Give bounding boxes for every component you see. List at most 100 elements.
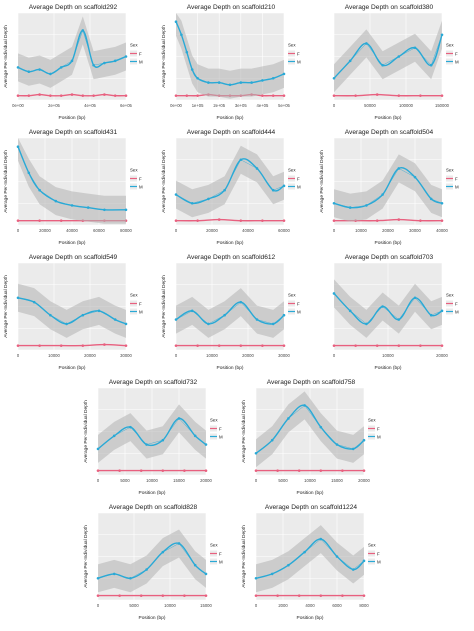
data-point-F xyxy=(118,469,121,472)
data-point-M xyxy=(239,81,243,84)
x-tick-label: 50000 xyxy=(364,103,376,108)
x-tick-label: 60000 xyxy=(278,228,290,233)
data-point-F xyxy=(59,344,63,347)
smooth-line-M xyxy=(17,297,127,325)
data-point-M xyxy=(335,555,339,558)
data-point-F xyxy=(341,469,344,472)
data-point-M xyxy=(54,199,58,203)
data-point-M xyxy=(365,204,368,207)
data-point-F xyxy=(282,219,286,222)
chart-panel-1: Average Depth on scaffold292 0e+00 2e+05 4e… xyxy=(3,4,143,121)
chart-title: Average Depth on scaffold1224 xyxy=(265,504,357,511)
smooth-line-F xyxy=(175,218,284,222)
x-tick-label: 10000 xyxy=(355,228,367,233)
legend-label: M xyxy=(139,185,143,190)
legend-title: Sex xyxy=(446,168,454,173)
y-axis-label: Average Per-Individual Depth xyxy=(83,400,89,463)
data-point-M xyxy=(190,68,194,71)
data-point-F xyxy=(139,469,143,472)
data-point-M xyxy=(271,76,275,80)
data-point-M xyxy=(282,313,286,317)
x-tick-label: 5000 xyxy=(120,478,130,483)
data-point-F xyxy=(440,344,444,347)
data-point-M xyxy=(81,29,85,32)
data-point-M xyxy=(196,76,199,80)
data-point-M xyxy=(282,184,286,188)
x-axis-label: Position (bp) xyxy=(297,490,324,496)
data-point-M xyxy=(174,193,178,196)
legend-label: F xyxy=(377,427,380,432)
data-point-F xyxy=(185,94,189,97)
legend-title: Sex xyxy=(130,168,138,173)
data-point-M xyxy=(204,572,208,576)
data-point-M xyxy=(287,417,290,420)
y-axis-label: Average Per-Individual Depth xyxy=(241,400,247,463)
data-point-F xyxy=(161,469,165,472)
data-point-F xyxy=(217,344,221,347)
data-point-M xyxy=(429,197,433,201)
data-point-F xyxy=(118,594,121,597)
data-point-F xyxy=(419,344,422,347)
data-point-M xyxy=(381,305,384,308)
y-axis-label: Average Per-Individual Depth xyxy=(3,150,9,213)
data-point-M xyxy=(223,313,226,317)
x-tick-label: 150000 xyxy=(435,103,450,108)
x-tick-label: 30000 xyxy=(409,228,421,233)
data-point-M xyxy=(332,201,336,205)
data-point-F xyxy=(375,219,379,222)
data-point-M xyxy=(65,322,68,326)
x-tick-label: 2e+05 xyxy=(48,103,60,108)
data-point-M xyxy=(103,208,106,212)
legend-label: F xyxy=(297,52,300,57)
legend-label: F xyxy=(455,52,458,57)
x-axis-label: Position (bp) xyxy=(217,240,244,246)
data-point-F xyxy=(92,94,95,97)
data-point-M xyxy=(129,576,132,580)
data-point-F xyxy=(239,344,243,347)
data-point-M xyxy=(348,206,352,209)
data-point-M xyxy=(49,72,52,76)
x-tick-label: 10000 xyxy=(382,353,394,358)
data-point-F xyxy=(103,343,106,346)
data-point-F xyxy=(217,218,221,221)
data-point-F xyxy=(261,219,264,222)
data-point-F xyxy=(113,94,117,97)
data-point-F xyxy=(174,344,178,347)
data-point-M xyxy=(303,550,306,554)
data-point-M xyxy=(145,568,148,571)
y-axis-label: Average Per-Individual Depth xyxy=(3,25,9,88)
data-point-F xyxy=(375,93,379,96)
legend-label: M xyxy=(377,435,381,440)
confidence-band xyxy=(256,525,364,593)
smooth-line-M xyxy=(17,146,127,211)
chart-panel-6: Average Depth on scaffold504 0 10000 20000 3… xyxy=(319,129,459,246)
data-point-F xyxy=(196,344,199,347)
data-point-M xyxy=(185,50,189,54)
x-tick-label: 20000 xyxy=(382,228,394,233)
chart-title: Average Depth on scaffold732 xyxy=(109,379,198,386)
x-tick-label: 10000 xyxy=(146,478,158,483)
data-point-M xyxy=(261,79,264,82)
chart-panel-2: Average Depth on scaffold210 0e+00 1e+05 2e… xyxy=(161,4,301,121)
legend-title: Sex xyxy=(130,293,138,298)
data-point-F xyxy=(419,94,422,97)
data-point-M xyxy=(207,81,210,84)
data-point-M xyxy=(112,434,116,438)
x-tick-label: 40000 xyxy=(436,228,448,233)
data-point-F xyxy=(96,594,100,597)
data-point-M xyxy=(365,322,368,326)
x-tick-label: 8000 xyxy=(359,603,369,608)
x-tick-label: 40000 xyxy=(242,228,254,233)
x-tick-label: 0 xyxy=(97,603,100,608)
x-tick-label: 5e+05 xyxy=(278,103,290,108)
x-tick-label: 100000 xyxy=(399,103,414,108)
legend-label: M xyxy=(297,185,301,190)
legend-label: M xyxy=(455,310,459,315)
legend-title: Sex xyxy=(368,543,376,548)
legend-title: Sex xyxy=(368,418,376,423)
smooth-line-M xyxy=(333,167,443,209)
data-point-M xyxy=(348,59,352,63)
x-tick-label: 40000 xyxy=(66,228,78,233)
legend-label: M xyxy=(455,60,459,65)
